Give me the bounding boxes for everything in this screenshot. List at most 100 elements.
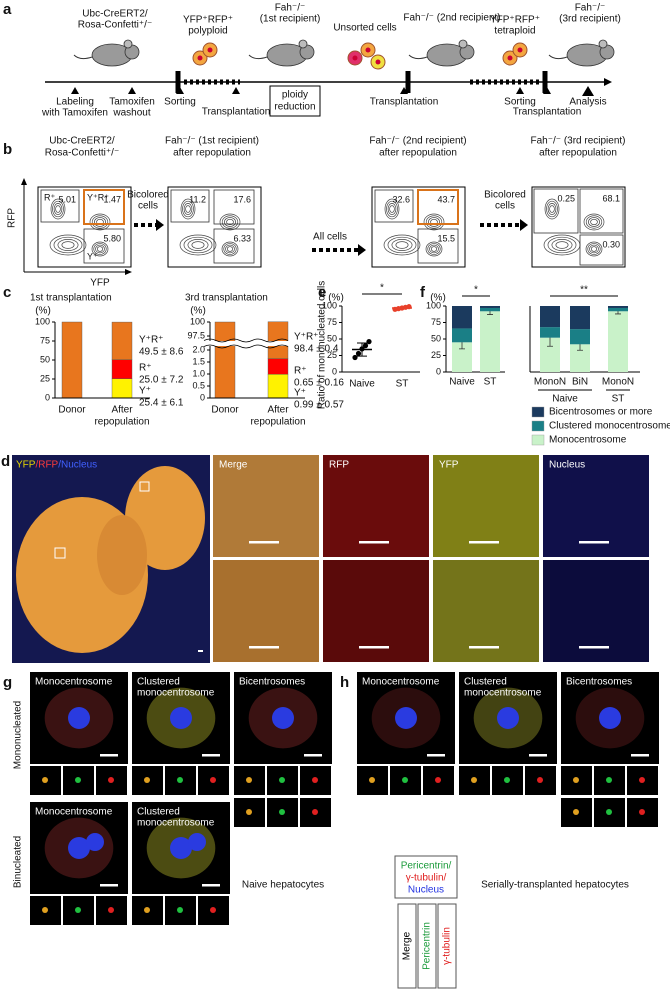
legend-label: Clustered monocentrosome — [549, 421, 670, 432]
panel-label: Bicentrosomes — [566, 677, 632, 688]
x-tick-label: BiN — [572, 377, 588, 388]
contour — [183, 236, 213, 254]
panel-label: monocentrosome — [137, 688, 215, 699]
step-label: Transplantation — [202, 107, 271, 118]
caption: Serially-transplanted hepatocytes — [481, 880, 629, 891]
row-label: Mononucleated — [13, 701, 24, 769]
plot-title: Ubc-CreERT2/ — [49, 136, 115, 147]
gate — [417, 189, 459, 225]
contour — [179, 234, 217, 256]
axis-label: RFP — [7, 208, 18, 228]
step-marker — [516, 87, 524, 94]
micrograph — [433, 455, 539, 557]
contour — [389, 205, 395, 213]
contour — [183, 203, 193, 215]
step-label: YFP⁺RFP⁺ — [183, 15, 233, 26]
contour — [187, 239, 209, 251]
plot-title: Fah⁻/⁻ (2nd recipient) — [369, 136, 466, 147]
bar-segment — [540, 337, 560, 372]
micrograph — [543, 560, 649, 662]
gate — [417, 228, 459, 264]
gate — [213, 228, 255, 264]
mouse-icon — [408, 54, 428, 60]
annotation: 0.99 ± 0.57 — [294, 400, 344, 411]
cell-icon — [517, 47, 523, 53]
contour — [386, 200, 398, 218]
panel-label: Monocentrosome — [35, 677, 113, 688]
step-label: Rosa-Confetti⁺/⁻ — [78, 20, 152, 31]
contour — [53, 203, 63, 215]
gate-value: 32.6 — [392, 194, 410, 204]
step-marker — [400, 87, 408, 94]
centrosome — [177, 777, 183, 783]
y-tick-label: 0 — [332, 366, 337, 376]
contour — [544, 198, 560, 220]
bar-segment — [267, 374, 289, 399]
panel-label: Monocentrosome — [362, 677, 440, 688]
panel-letter: d — [1, 453, 10, 470]
bar-segment — [608, 311, 628, 372]
series-name: Y⁺R⁺ — [139, 335, 163, 346]
contour — [391, 239, 413, 251]
row-label: Binucleated — [13, 836, 24, 888]
contour — [547, 203, 557, 215]
gate — [83, 189, 125, 225]
group-label: Naive — [552, 394, 578, 405]
cell-icon — [507, 55, 513, 61]
centrosome — [144, 907, 150, 913]
step-label: Fah⁻/⁻ — [275, 3, 306, 14]
y-tick-label: 2.0 — [192, 344, 205, 354]
overview-label: /Nucleus — [58, 460, 97, 471]
gate — [374, 189, 414, 223]
cell-icon — [197, 55, 203, 61]
y-tick-label: 1.5 — [192, 356, 205, 366]
mouse-icon — [298, 39, 308, 49]
centrosome — [210, 777, 216, 783]
axis-break — [203, 344, 289, 349]
annotation: 25.4 ± 6.1 — [139, 398, 184, 409]
contour — [57, 239, 79, 251]
cell-icon — [375, 59, 381, 65]
scale-bar — [304, 754, 322, 757]
contour — [223, 243, 237, 255]
contour — [395, 241, 409, 249]
gate — [83, 228, 125, 264]
arrowhead — [21, 178, 27, 185]
gate — [40, 189, 80, 223]
micrograph — [213, 560, 319, 662]
centrosome — [42, 777, 48, 783]
centrosome — [108, 907, 114, 913]
panel-letter: g — [3, 674, 12, 691]
panel-letter: c — [3, 284, 11, 301]
series-name: Y⁺ — [294, 388, 306, 399]
bar-segment — [214, 321, 236, 399]
centrosome — [210, 907, 216, 913]
bar-segment — [452, 306, 472, 329]
step-label: Sorting — [504, 97, 536, 108]
step-label: tetraploid — [494, 26, 535, 37]
scale-bar — [249, 541, 279, 544]
contour — [387, 236, 417, 254]
legend-label: Monocentrosome — [549, 435, 627, 446]
panel-letter: b — [3, 141, 12, 158]
mouse-icon — [598, 39, 608, 49]
x-tick-label: Naive — [449, 377, 475, 388]
x-tick-label: MonoN — [534, 377, 566, 388]
step-label: (3rd recipient) — [559, 14, 621, 25]
scale-bar — [202, 884, 220, 887]
micrograph — [323, 455, 429, 557]
contour — [221, 215, 239, 229]
y-tick-label: 1.0 — [192, 368, 205, 378]
y-tick-label: 50 — [40, 354, 50, 364]
scale-bar — [529, 754, 547, 757]
x-tick-label: MonoN — [602, 377, 634, 388]
y-tick-label: 25 — [327, 350, 337, 360]
contour — [551, 239, 573, 251]
plot-title: after repopulation — [379, 148, 457, 159]
centrosome — [606, 809, 612, 815]
contour — [547, 236, 577, 254]
plot-title: after repopulation — [173, 148, 251, 159]
step-label: with Tamoxifen — [41, 108, 108, 119]
y-tick-label: 25 — [40, 373, 50, 383]
plot-title: Fah⁻/⁻ (1st recipient) — [165, 136, 259, 147]
